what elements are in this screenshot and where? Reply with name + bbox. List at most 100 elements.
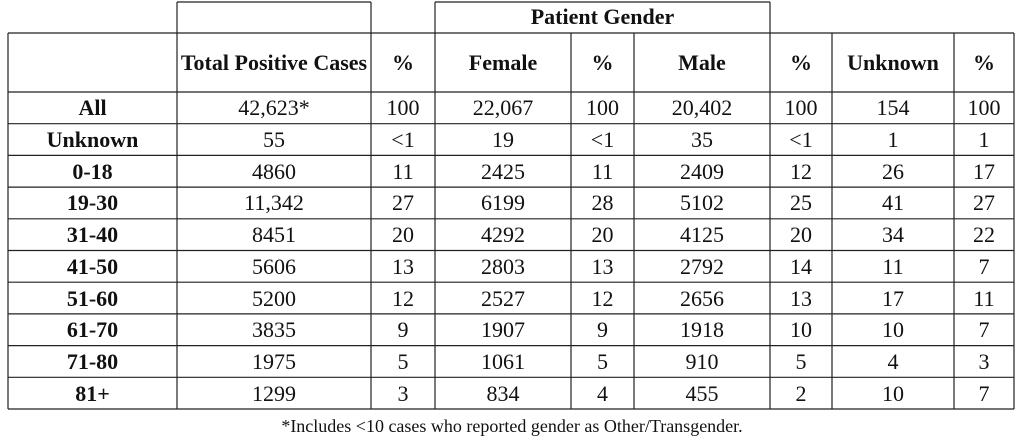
table-cell-male-percent: 10: [790, 317, 812, 343]
column-header-unknown-percent: %: [973, 50, 995, 75]
row-label: 0-18: [72, 158, 113, 184]
table-cell-unknown: 26: [882, 158, 904, 184]
table-cell-total-positive-cases: 4860: [252, 158, 296, 184]
table-cell-total-positive-cases: 3835: [252, 317, 296, 343]
table-cell-male-percent: <1: [789, 127, 813, 153]
table-cell-female: 19: [492, 127, 514, 153]
table-cell-unknown: 34: [882, 222, 904, 248]
table-cell-total-percent: 11: [392, 158, 414, 184]
row-label: 71-80: [66, 348, 119, 374]
table-cell-female-percent: <1: [590, 127, 615, 153]
table-cell-unknown-percent: 7: [978, 317, 990, 343]
table-cell-female-percent: 5: [597, 348, 608, 374]
table-cell-female-percent: 13: [591, 253, 614, 279]
table-cell-total-positive-cases: 1975: [252, 348, 296, 374]
table-cell-unknown: 4: [887, 348, 899, 374]
table-cell-total-positive-cases: 5606: [252, 253, 296, 279]
table-cell-total-positive-cases: 8451: [252, 222, 296, 248]
table-cell-total-positive-cases: 5200: [252, 285, 296, 311]
table-cell-female-percent: 20: [591, 222, 614, 248]
table-cell-female-percent: 28: [591, 190, 614, 216]
table-cell-total-percent: 27: [392, 190, 414, 216]
table-cell-female-percent: 11: [591, 158, 614, 184]
table-cell-total-percent: 5: [397, 348, 409, 374]
column-header-age-group: [8, 33, 177, 92]
table-cell-male-percent: 14: [790, 253, 812, 279]
table-cell-unknown: 10: [882, 380, 904, 406]
table-cell-unknown: 17: [882, 285, 904, 311]
table-cell-unknown: 1: [887, 127, 899, 153]
table-cell-total-positive-cases: 55: [263, 127, 285, 153]
table-cell-unknown: 154: [876, 95, 910, 121]
table-cell-male-percent: 2: [795, 380, 807, 406]
column-header-total-percent: %: [392, 50, 414, 75]
table-cell-female: 4292: [481, 222, 525, 248]
table-cell-total-positive-cases: 1299: [252, 380, 296, 406]
table-cell-unknown-percent: 11: [973, 285, 995, 311]
table-cell-male: 2656: [680, 285, 724, 311]
table-cell-female: 1061: [481, 348, 525, 374]
column-header-male-percent: %: [790, 50, 812, 75]
row-label: 41-50: [66, 253, 119, 279]
column-header-total-positive-cases: Total Positive Cases: [180, 49, 368, 75]
table-cell-male: 20,402: [671, 95, 733, 121]
table-cell-unknown: 10: [882, 317, 904, 343]
row-label: 51-60: [66, 285, 119, 311]
table-cell-male-percent: 20: [790, 222, 812, 248]
table-cell-unknown-percent: 100: [967, 95, 1001, 121]
table-cell-female-percent: 12: [591, 285, 614, 311]
table-cell-male: 35: [691, 127, 713, 153]
table-cell-total-positive-cases: 11,342: [244, 190, 304, 216]
table-cell-female: 834: [486, 380, 520, 406]
table-cell-male-percent: 13: [790, 285, 812, 311]
table-cell-total-percent: 13: [392, 253, 414, 279]
table-cell-unknown: 11: [882, 253, 904, 279]
row-label: 19-30: [66, 190, 119, 216]
table-cell-total-percent: 3: [397, 380, 409, 406]
table-cell-male: 2792: [680, 253, 724, 279]
table-cell-unknown-percent: 7: [978, 380, 990, 406]
column-header-male: Male: [678, 50, 726, 75]
table-cell-total-percent: 100: [386, 95, 420, 121]
table-cell-total-percent: <1: [391, 127, 415, 153]
table-cell-total-positive-cases: 42,623*: [238, 95, 310, 121]
row-label: 31-40: [66, 222, 119, 248]
table-cell-male: 5102: [680, 190, 724, 216]
table-cell-male: 1918: [680, 317, 724, 343]
table-cell-total-percent: 12: [392, 285, 414, 311]
row-label: All: [78, 95, 107, 121]
table-cell-male-percent: 25: [790, 190, 812, 216]
table-cell-female-percent: 100: [586, 95, 619, 121]
column-header-unknown: Unknown: [847, 50, 939, 75]
table-cell-unknown-percent: 1: [978, 127, 990, 153]
table-cell-male-percent: 100: [784, 95, 818, 121]
table-cell-total-percent: 9: [397, 317, 409, 343]
patient-gender-header: Patient Gender: [530, 3, 675, 29]
table-cell-female: 22,067: [472, 95, 534, 121]
row-label: 81+: [75, 380, 110, 406]
table-cell-total-percent: 20: [392, 222, 414, 248]
column-header-female-percent: %: [591, 50, 614, 75]
table-cell-male: 4125: [680, 222, 724, 248]
column-header-female: Female: [468, 50, 538, 75]
table-cell-female: 1907: [481, 317, 525, 343]
table-cell-male-percent: 12: [790, 158, 812, 184]
table-cell-female: 2425: [481, 158, 525, 184]
table-cell-unknown-percent: 17: [973, 158, 995, 184]
table-cell-male: 910: [685, 348, 719, 374]
row-label: Unknown: [46, 127, 139, 153]
table-cell-unknown-percent: 3: [978, 348, 990, 374]
table-cell-male: 2409: [680, 158, 724, 184]
table-cell-unknown-percent: 7: [978, 253, 990, 279]
table-cell-female: 2803: [481, 253, 525, 279]
row-label: 61-70: [66, 317, 119, 343]
table-cell-female-percent: 9: [597, 317, 608, 343]
table-cell-unknown-percent: 27: [973, 190, 995, 216]
table-cell-male: 455: [685, 380, 719, 406]
table-cell-female: 2527: [481, 285, 525, 311]
table-cell-unknown: 41: [882, 190, 904, 216]
table-cell-female-percent: 4: [597, 380, 608, 406]
table-cell-unknown-percent: 22: [973, 222, 995, 248]
table-cell-female: 6199: [481, 190, 525, 216]
